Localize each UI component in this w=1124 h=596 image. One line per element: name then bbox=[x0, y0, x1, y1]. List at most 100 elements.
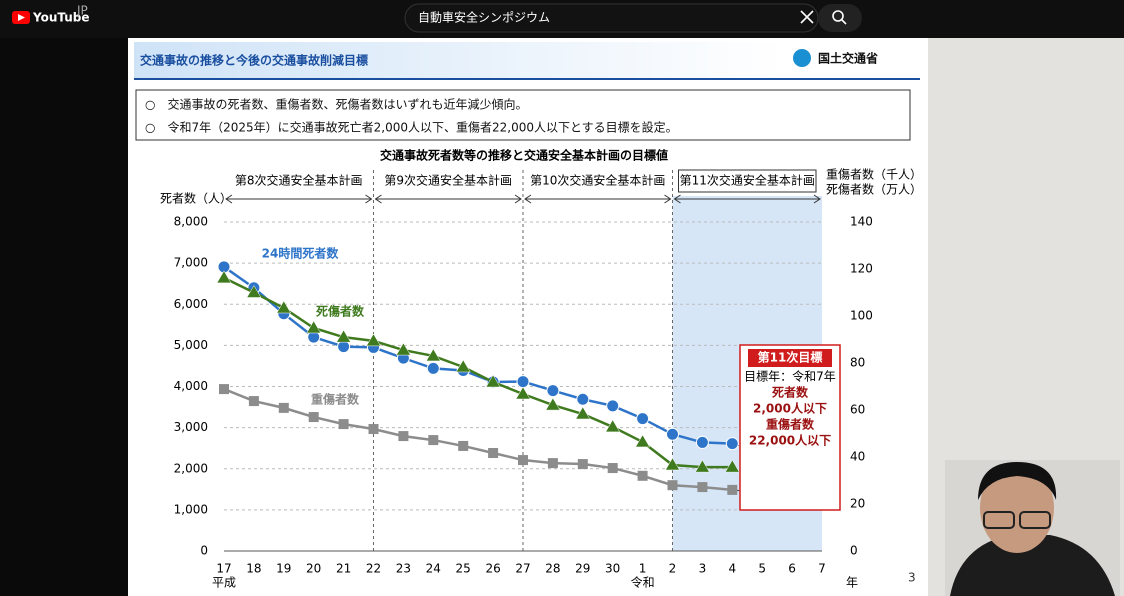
x-tick-label: 24 bbox=[426, 562, 441, 576]
point bbox=[516, 375, 530, 389]
y-tick-label: 5,000 bbox=[174, 338, 208, 352]
x-tick-label: 5 bbox=[758, 562, 766, 576]
point bbox=[338, 419, 349, 430]
x-tick-label: 19 bbox=[276, 562, 291, 576]
series-label: 24時間死者数 bbox=[262, 246, 340, 261]
era-label: 平成 bbox=[212, 576, 236, 590]
point bbox=[278, 402, 289, 413]
point bbox=[395, 342, 411, 356]
x-tick-label: 25 bbox=[456, 562, 471, 576]
y2-tick-label: 80 bbox=[850, 356, 865, 370]
search-icon-handle bbox=[841, 19, 847, 25]
y-tick-label: 0 bbox=[200, 544, 208, 558]
x-tick-label: 2 bbox=[669, 562, 677, 576]
x-tick-label: 6 bbox=[788, 562, 796, 576]
logo-text[interactable]: YouTube bbox=[32, 11, 90, 25]
y2-tick-label: 0 bbox=[850, 544, 858, 558]
point bbox=[636, 412, 650, 426]
target-line: 重傷者数 bbox=[766, 417, 815, 432]
y-tick-label: 4,000 bbox=[174, 379, 208, 393]
point bbox=[426, 361, 440, 375]
y2-tick-label: 140 bbox=[850, 215, 873, 229]
x-tick-label: 29 bbox=[575, 562, 590, 576]
bullet: ○ 令和7年（2025年）に交通事故死亡者2,000人以下、重傷者22,000人… bbox=[145, 120, 678, 135]
point bbox=[366, 333, 381, 347]
period-box bbox=[678, 169, 817, 193]
x-tick-label: 7 bbox=[818, 562, 826, 576]
title-band bbox=[134, 42, 784, 78]
y-tick-label: 6,000 bbox=[174, 297, 208, 311]
y2-axis-label: 死傷者数（万人） bbox=[826, 182, 922, 197]
x-tick-label: 22 bbox=[366, 562, 381, 576]
y-tick-label: 7,000 bbox=[174, 256, 208, 270]
target-year: 目標年：令和7年 bbox=[744, 369, 836, 384]
point bbox=[488, 448, 499, 459]
point bbox=[336, 329, 352, 343]
point bbox=[695, 435, 709, 449]
org-logo bbox=[793, 49, 811, 67]
y2-tick-label: 120 bbox=[850, 262, 873, 276]
webcam-glasses bbox=[1019, 511, 1051, 529]
point bbox=[458, 440, 469, 451]
point bbox=[667, 480, 678, 491]
point bbox=[576, 392, 590, 406]
search-icon bbox=[832, 10, 844, 22]
point bbox=[577, 459, 588, 470]
point bbox=[485, 374, 501, 388]
webcam-glasses bbox=[983, 511, 1015, 529]
point bbox=[606, 399, 620, 413]
point bbox=[455, 359, 471, 373]
arrow-head bbox=[225, 194, 373, 204]
point bbox=[725, 437, 739, 451]
search-button[interactable] bbox=[818, 4, 862, 32]
point bbox=[666, 427, 679, 441]
arrow-head bbox=[524, 194, 672, 204]
era-label: 令和 bbox=[631, 575, 655, 590]
target-line: 22,000人以下 bbox=[749, 433, 831, 448]
org-name: 国土交通省 bbox=[818, 51, 878, 66]
clear-icon[interactable] bbox=[800, 10, 814, 24]
point bbox=[219, 384, 229, 395]
point bbox=[546, 384, 560, 398]
period-label: 第11次交通安全基本計画 bbox=[680, 173, 815, 188]
y2-tick-label: 100 bbox=[850, 309, 873, 323]
x-tick-label: 20 bbox=[306, 562, 321, 576]
page-number: 3 bbox=[908, 571, 916, 585]
x-tick-label: 21 bbox=[336, 562, 351, 576]
arrow-head bbox=[374, 194, 522, 204]
point bbox=[216, 270, 232, 284]
target-line: 死者数 bbox=[772, 385, 809, 400]
point bbox=[337, 340, 351, 354]
x-tick-label: 17 bbox=[216, 562, 231, 576]
y2-tick-label: 20 bbox=[850, 497, 865, 511]
x-tick-label: 4 bbox=[728, 562, 736, 576]
point bbox=[308, 412, 319, 423]
y-tick-label: 8,000 bbox=[174, 215, 208, 229]
point bbox=[518, 455, 528, 466]
x-tick-label: 1 bbox=[639, 562, 647, 576]
point bbox=[694, 459, 710, 473]
point bbox=[276, 300, 292, 314]
x-tick-label: 18 bbox=[246, 562, 261, 576]
x-tick-label: 30 bbox=[605, 562, 620, 576]
logo-play bbox=[18, 14, 25, 21]
y-tick-label: 2,000 bbox=[174, 461, 208, 475]
webcam-body bbox=[950, 535, 1115, 596]
x-tick-label: 23 bbox=[396, 562, 411, 576]
point bbox=[248, 396, 259, 407]
point bbox=[635, 434, 651, 448]
point bbox=[425, 348, 441, 362]
chart-title: 交通事故死者数等の推移と交通安全基本計画の目標値 bbox=[380, 148, 668, 163]
x-unit: 年 bbox=[846, 576, 858, 590]
y2-tick-label: 60 bbox=[850, 403, 865, 417]
point bbox=[637, 470, 648, 481]
point bbox=[398, 431, 409, 442]
point bbox=[547, 458, 558, 469]
period-label: 第8次交通安全基本計画 bbox=[235, 173, 363, 188]
target-box bbox=[739, 344, 841, 511]
y2-tick-label: 40 bbox=[850, 450, 865, 464]
series-label: 死傷者数 bbox=[316, 304, 365, 319]
point bbox=[727, 484, 738, 495]
search-text[interactable]: 自動車安全シンポジウム bbox=[418, 10, 550, 25]
